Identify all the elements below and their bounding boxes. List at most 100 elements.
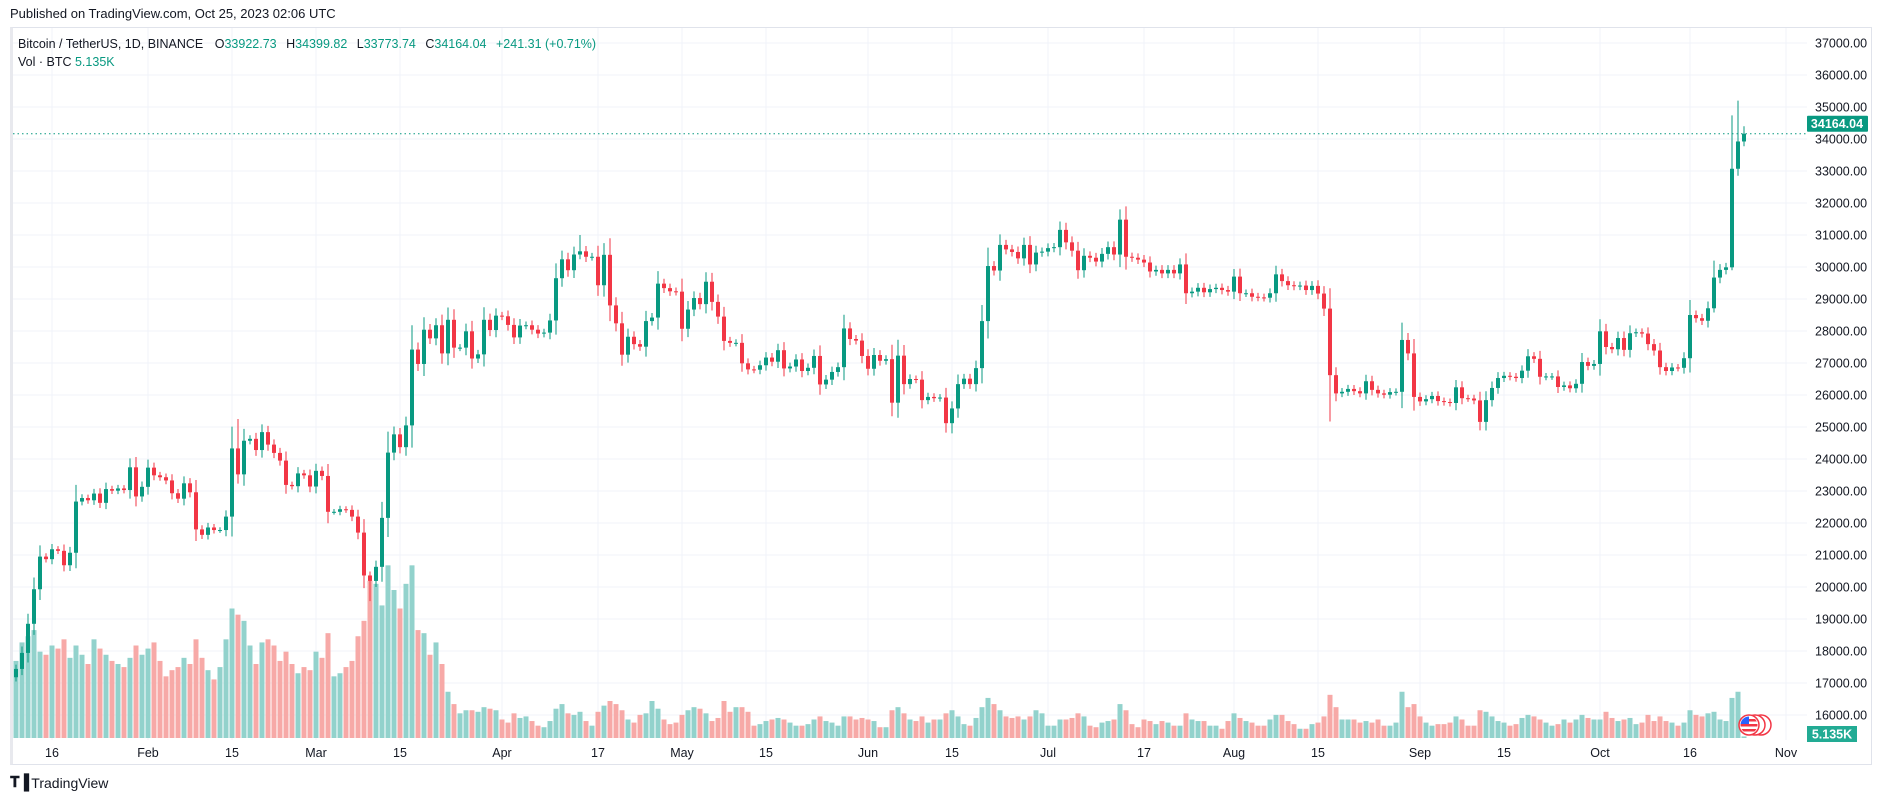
candle[interactable] [1142,255,1146,268]
candle[interactable] [1652,338,1656,356]
candle[interactable] [308,469,312,493]
candle[interactable] [92,488,96,505]
candle[interactable] [104,482,108,510]
candle[interactable] [1496,372,1500,394]
candle[interactable] [488,313,492,337]
candle[interactable] [158,471,162,481]
candle[interactable] [1004,239,1008,255]
candle[interactable] [1064,222,1068,250]
candle[interactable] [878,350,882,366]
candle[interactable] [374,560,378,588]
candle[interactable] [1016,246,1020,264]
candle[interactable] [1406,333,1410,361]
candle[interactable] [440,314,444,364]
candle[interactable] [602,243,606,297]
candle[interactable] [920,371,924,409]
candle[interactable] [1472,394,1476,405]
candle[interactable] [770,353,774,367]
candle[interactable] [404,416,408,456]
candle[interactable] [1454,379,1458,411]
candle[interactable] [140,481,144,502]
candle[interactable] [1562,381,1566,391]
candle[interactable] [278,447,282,466]
candle[interactable] [1232,268,1236,300]
candle[interactable] [464,323,468,356]
candle[interactable] [80,494,84,506]
candle[interactable] [1208,284,1212,297]
candle[interactable] [572,246,576,278]
candle[interactable] [1148,256,1152,278]
candle[interactable] [326,463,330,524]
candle[interactable] [122,485,126,494]
candle[interactable] [26,613,30,663]
candle[interactable] [1568,381,1572,393]
candle[interactable] [656,271,660,330]
candle[interactable] [794,354,798,372]
candle[interactable] [686,300,690,338]
candle[interactable] [638,339,642,351]
candle[interactable] [1622,331,1626,357]
candle[interactable] [1634,328,1638,338]
candle[interactable] [434,318,438,346]
candle[interactable] [188,478,192,498]
candle[interactable] [1322,286,1326,316]
candle[interactable] [14,664,18,682]
candle[interactable] [1424,395,1428,406]
candle[interactable] [1202,282,1206,298]
candle[interactable] [1286,276,1290,291]
candle[interactable] [38,545,42,600]
candle[interactable] [1244,289,1248,297]
candle[interactable] [290,481,294,490]
candle[interactable] [1346,384,1350,396]
candle[interactable] [44,553,48,563]
candle[interactable] [1610,342,1614,354]
candle[interactable] [482,307,486,367]
candle[interactable] [596,245,600,296]
volume-label[interactable]: Vol · BTC [18,55,72,69]
candle[interactable] [20,646,24,676]
candle[interactable] [1694,310,1698,323]
candle[interactable] [1214,283,1218,294]
candle[interactable] [1544,372,1548,381]
candle[interactable] [1226,285,1230,296]
candle[interactable] [1220,283,1224,295]
candle[interactable] [1514,373,1518,382]
candle[interactable] [194,480,198,542]
candle[interactable] [680,278,684,342]
candle[interactable] [698,292,702,310]
candle[interactable] [1100,248,1104,268]
candle[interactable] [206,522,210,540]
candle[interactable] [644,310,648,357]
candle[interactable] [1238,268,1242,302]
candle[interactable] [152,462,156,481]
candle[interactable] [1532,352,1536,363]
candle[interactable] [722,306,726,351]
candle[interactable] [506,310,510,331]
candle[interactable] [1700,313,1704,326]
candle[interactable] [182,476,186,506]
candle[interactable] [1730,115,1734,271]
candle[interactable] [356,509,360,540]
candle[interactable] [938,394,942,402]
candle[interactable] [1580,352,1584,393]
candle[interactable] [1502,371,1506,382]
candle[interactable] [446,307,450,366]
candle[interactable] [848,322,852,346]
candle[interactable] [1352,385,1356,396]
candle[interactable] [302,469,306,479]
candle[interactable] [284,451,288,494]
candle[interactable] [224,510,228,537]
candle[interactable] [608,238,612,322]
candle[interactable] [1364,374,1368,400]
candle[interactable] [1166,265,1170,279]
candle[interactable] [1160,265,1164,279]
candle[interactable] [296,467,300,493]
candle[interactable] [788,362,792,373]
candle[interactable] [692,291,696,317]
candle[interactable] [626,328,630,363]
candle[interactable] [398,427,402,454]
candle[interactable] [332,508,336,515]
candle[interactable] [1628,325,1632,358]
candle[interactable] [1280,268,1284,287]
candle[interactable] [236,419,240,484]
